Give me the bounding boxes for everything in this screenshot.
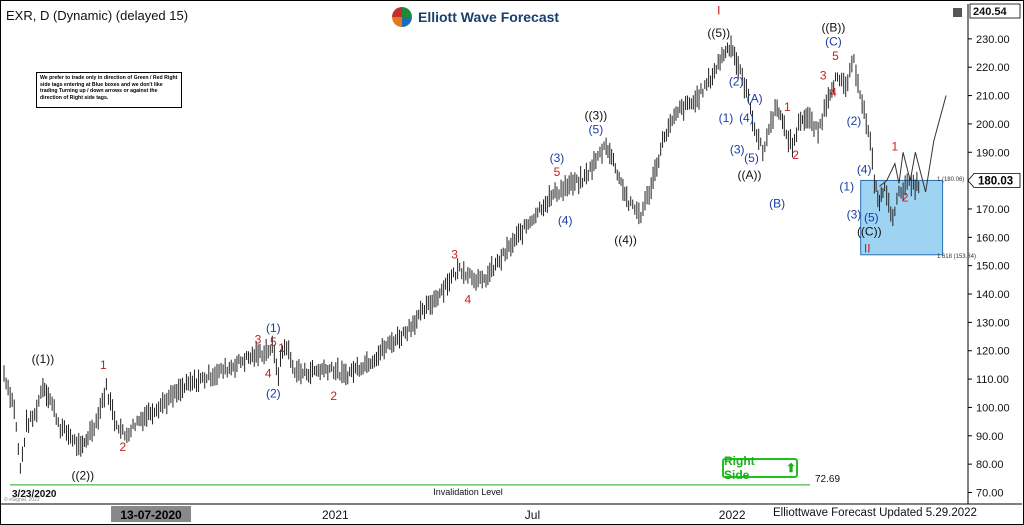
wave-label: 2 xyxy=(902,191,909,205)
y-tick-label: 140.00 xyxy=(976,289,1010,301)
start-date-label: 3/23/2020 xyxy=(12,489,57,500)
wave-label: (2) xyxy=(266,386,281,400)
x-tick-highlight xyxy=(111,506,192,522)
y-tick-label: 120.00 xyxy=(976,346,1010,358)
wave-label: (4) xyxy=(558,213,573,227)
wave-label: ((5)) xyxy=(707,26,730,40)
wave-label: (5) xyxy=(744,151,759,165)
wave-label: 2 xyxy=(792,148,799,162)
wave-label: 3 xyxy=(820,69,827,83)
y-tick-label: 130.00 xyxy=(976,317,1010,329)
logo-text: Elliott Wave Forecast xyxy=(418,9,560,25)
wave-label: 1 xyxy=(784,100,791,114)
current-price-tag xyxy=(967,173,1021,188)
y-tick-label: 100.00 xyxy=(976,402,1010,414)
wave-label: 3 xyxy=(451,247,458,261)
wave-label: 4 xyxy=(465,293,472,307)
up-arrow-icon: ⬆ xyxy=(782,461,796,475)
top-price-label: 240.54 xyxy=(973,6,1008,18)
y-tick-label: 160.00 xyxy=(976,232,1010,244)
wave-label: (1) xyxy=(266,321,281,335)
wave-label: ((2)) xyxy=(72,468,95,482)
logo-icon xyxy=(392,7,412,27)
wave-label: 4 xyxy=(265,366,272,380)
wave-label: 3 xyxy=(255,332,262,346)
invalidation-value: 72.69 xyxy=(815,474,840,485)
wave-label: 2 xyxy=(119,440,126,454)
fib-label: 1 (180.06) xyxy=(937,177,964,183)
wave-label: 5 xyxy=(554,165,561,179)
wave-label-layer: ((1))((2))123(1)5 14(2) 234(3)5(4)((3))(5)… xyxy=(32,4,909,483)
updated-footer: Elliottwave Forecast Updated 5.29.2022 xyxy=(773,507,977,519)
wave-label: (3) xyxy=(550,151,565,165)
x-tick-label: 2022 xyxy=(719,508,746,522)
wave-label: ((1)) xyxy=(32,352,55,366)
wave-label: 1 xyxy=(278,341,285,355)
wave-label: 1 xyxy=(892,140,899,154)
y-tick-label: 170.00 xyxy=(976,204,1010,216)
wave-label: II xyxy=(864,242,871,256)
wave-label: ((4)) xyxy=(614,233,637,247)
menu-square-icon[interactable] xyxy=(953,8,962,17)
wave-label: (5) xyxy=(589,123,604,137)
x-tick-label: 2021 xyxy=(322,508,349,522)
y-tick-label: 110.00 xyxy=(976,374,1009,386)
symbol-title: EXR, D (Dynamic) (delayed 15) xyxy=(6,8,189,23)
trading-note: We prefer to trade only in direction of … xyxy=(36,72,182,108)
wave-label: (B) xyxy=(769,196,785,210)
wave-label: (4) xyxy=(857,162,872,176)
wave-label: (A) xyxy=(747,91,763,105)
wave-label: 4 xyxy=(830,86,837,100)
wave-label: ((A)) xyxy=(737,168,761,182)
wave-label: 5 xyxy=(832,49,839,63)
wave-label: (1) xyxy=(719,111,734,125)
current-price-label: 180.03 xyxy=(978,176,1013,188)
wave-label: (1) xyxy=(839,179,854,193)
axis-layer: 70.00 80.00 90.00 100.00 110.00 120.00 130.00 1… xyxy=(0,3,1022,522)
wave-label: (C) xyxy=(825,35,842,49)
y-tick-label: 90.00 xyxy=(976,431,1004,443)
price-layer xyxy=(3,35,947,474)
logo: Elliott Wave Forecast xyxy=(392,6,559,28)
right-side-label: Right Side xyxy=(724,454,755,482)
x-tick-label: 13-07-2020 xyxy=(120,508,182,522)
y-tick-label: 80.00 xyxy=(976,459,1004,471)
wave-label: 1 xyxy=(100,358,107,372)
y-tick-label: 200.00 xyxy=(976,119,1010,131)
y-tick-label: 220.00 xyxy=(976,62,1010,74)
y-tick-label: 70.00 xyxy=(976,488,1004,500)
copyright-text: © eSignal, 2022 xyxy=(4,497,40,503)
y-tick-label: 210.00 xyxy=(976,91,1010,103)
projection-path xyxy=(879,95,947,193)
wave-label: I xyxy=(717,4,720,18)
y-tick-label: 150.00 xyxy=(976,261,1010,273)
wave-label: ((B)) xyxy=(821,21,845,35)
wave-label: (3) xyxy=(730,142,745,156)
wave-label: (3) xyxy=(847,208,862,222)
x-tick-label: Jul xyxy=(525,508,540,522)
fib-label: 1.618 (153.84) xyxy=(937,254,976,260)
wave-label: (2) xyxy=(729,74,744,88)
y-tick-label: 190.00 xyxy=(976,147,1010,159)
wave-label: (5) xyxy=(864,210,879,224)
top-price-box xyxy=(969,3,1021,19)
wave-label: ((3)) xyxy=(585,108,608,122)
invalidation-label: Invalidation Level xyxy=(433,487,503,497)
wave-label: ((C)) xyxy=(857,225,882,239)
y-tick-label: 230.00 xyxy=(976,34,1010,46)
right-side-tag: Right Side ⬆ xyxy=(722,454,798,482)
wave-label: 5 xyxy=(270,335,277,349)
wave-label: 2 xyxy=(330,389,337,403)
wave-label: (4) xyxy=(739,111,754,125)
wave-label: (2) xyxy=(847,114,862,128)
